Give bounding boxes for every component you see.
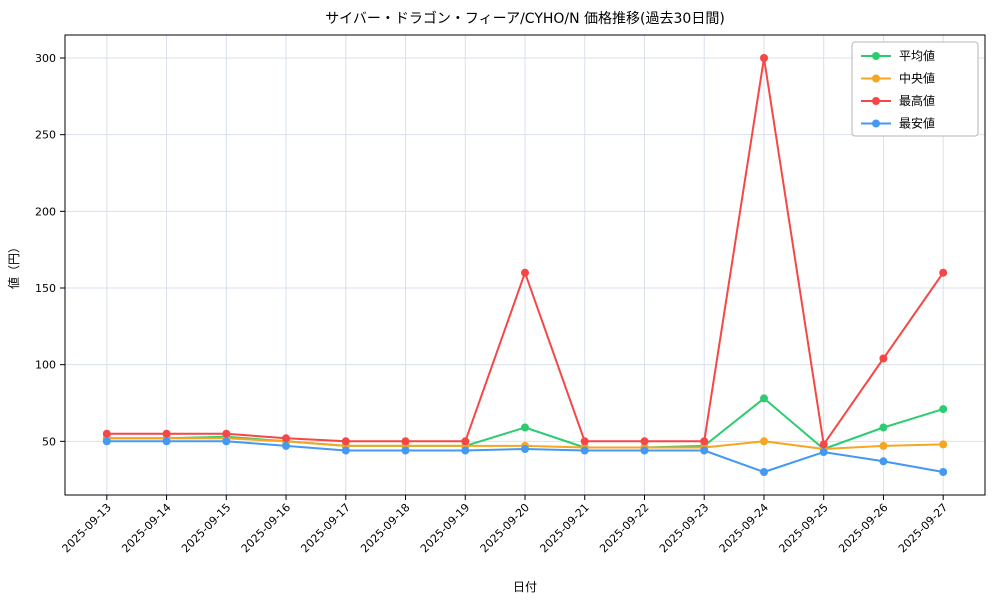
series-point-2 xyxy=(162,429,171,438)
series-point-3 xyxy=(760,468,768,476)
series-point-1 xyxy=(939,440,948,449)
series-point-3 xyxy=(162,437,171,446)
y-axis-label: 値（円） xyxy=(6,241,21,289)
series-point-2 xyxy=(580,437,589,446)
series-point-2 xyxy=(222,429,231,438)
legend-point-marker xyxy=(872,74,880,83)
x-tick-label: 2025-09-25 xyxy=(776,501,830,555)
series-point-0 xyxy=(879,423,888,432)
x-tick-label: 2025-09-20 xyxy=(478,501,532,555)
series-point-3 xyxy=(401,446,410,455)
x-tick-label: 2025-09-19 xyxy=(418,501,472,555)
series-point-2 xyxy=(282,434,290,443)
x-tick-label: 2025-09-14 xyxy=(119,501,173,555)
series-point-0 xyxy=(939,405,948,414)
series-point-3 xyxy=(282,441,290,450)
series-point-3 xyxy=(879,457,888,466)
series-point-2 xyxy=(461,437,470,446)
legend-label: 平均値 xyxy=(899,48,935,63)
series-point-3 xyxy=(461,446,470,455)
series-point-2 xyxy=(521,268,529,277)
x-tick-label: 2025-09-15 xyxy=(179,501,233,555)
series-point-2 xyxy=(102,429,111,438)
series-point-2 xyxy=(879,354,888,363)
chart-title: サイバー・ドラゴン・フィーア/CYHO/N 価格推移(過去30日間) xyxy=(325,10,725,27)
series-point-0 xyxy=(521,423,529,432)
y-tick-label: 250 xyxy=(35,129,56,142)
series-point-3 xyxy=(102,437,111,446)
x-tick-label: 2025-09-27 xyxy=(896,501,950,555)
series-point-2 xyxy=(341,437,350,446)
x-tick-label: 2025-09-17 xyxy=(298,501,352,555)
series-point-2 xyxy=(700,437,709,446)
y-tick-label: 150 xyxy=(35,282,56,295)
series-point-3 xyxy=(640,446,649,455)
series-point-3 xyxy=(700,446,709,455)
legend-label: 中央値 xyxy=(899,71,935,86)
series-point-3 xyxy=(819,448,828,457)
legend-point-marker xyxy=(872,52,880,60)
legend-label: 最高値 xyxy=(899,93,935,108)
series-point-3 xyxy=(341,446,350,455)
series-point-2 xyxy=(819,440,828,449)
series-point-3 xyxy=(580,446,589,455)
x-tick-label: 2025-09-21 xyxy=(537,501,591,555)
series-point-3 xyxy=(222,437,231,446)
legend-point-marker xyxy=(872,97,880,105)
y-tick-label: 200 xyxy=(35,205,56,218)
x-tick-label: 2025-09-26 xyxy=(836,501,890,555)
x-axis-label: 日付 xyxy=(513,580,537,594)
series-point-2 xyxy=(939,268,948,277)
x-tick-label: 2025-09-22 xyxy=(597,501,651,555)
y-tick-label: 50 xyxy=(42,435,56,448)
series-point-2 xyxy=(401,437,410,446)
series-point-3 xyxy=(939,468,948,476)
y-tick-label: 100 xyxy=(35,359,56,372)
y-tick-label: 300 xyxy=(35,52,56,65)
series-point-2 xyxy=(760,54,768,62)
x-tick-label: 2025-09-16 xyxy=(239,501,293,555)
legend-box xyxy=(851,41,979,137)
x-tick-label: 2025-09-18 xyxy=(358,501,412,555)
series-point-0 xyxy=(760,394,768,403)
series-point-1 xyxy=(760,437,768,446)
legend-point-marker xyxy=(872,119,880,128)
series-point-1 xyxy=(879,441,888,450)
series-point-2 xyxy=(640,437,649,446)
series-point-3 xyxy=(521,445,529,453)
x-tick-label: 2025-09-23 xyxy=(657,501,711,555)
legend-label: 最安値 xyxy=(899,116,935,131)
x-tick-label: 2025-09-24 xyxy=(717,501,771,555)
x-tick-label: 2025-09-13 xyxy=(60,501,114,555)
